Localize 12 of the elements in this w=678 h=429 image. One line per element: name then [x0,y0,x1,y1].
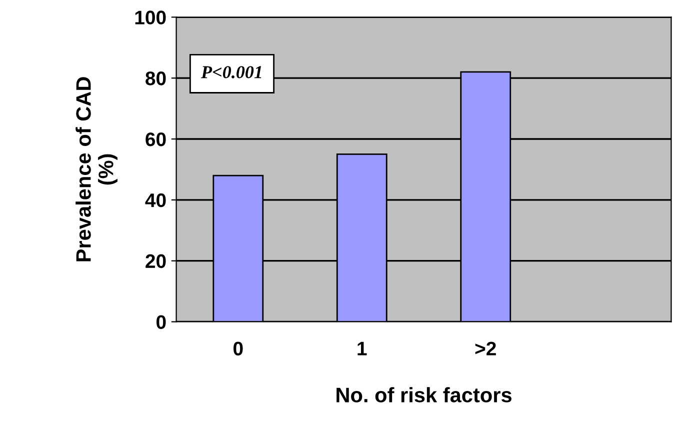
x-tick-label: >2 [475,342,496,356]
y-tick-label: 0 [156,315,166,329]
y-tick-label: 100 [135,10,166,24]
y-tick-label: 60 [146,132,166,146]
annotation: P<0.001 [201,66,262,78]
y-tick-label: 40 [145,193,166,208]
y-axis-title: Prevalence of CAD (%) [76,77,118,262]
x-axis-title: No. of risk factors [336,387,512,402]
x-tick-label: 1 [358,342,367,356]
x-tick-label: 0 [234,342,243,356]
y-tick-label: 80 [146,72,166,86]
y-tick-label: 20 [146,254,166,268]
